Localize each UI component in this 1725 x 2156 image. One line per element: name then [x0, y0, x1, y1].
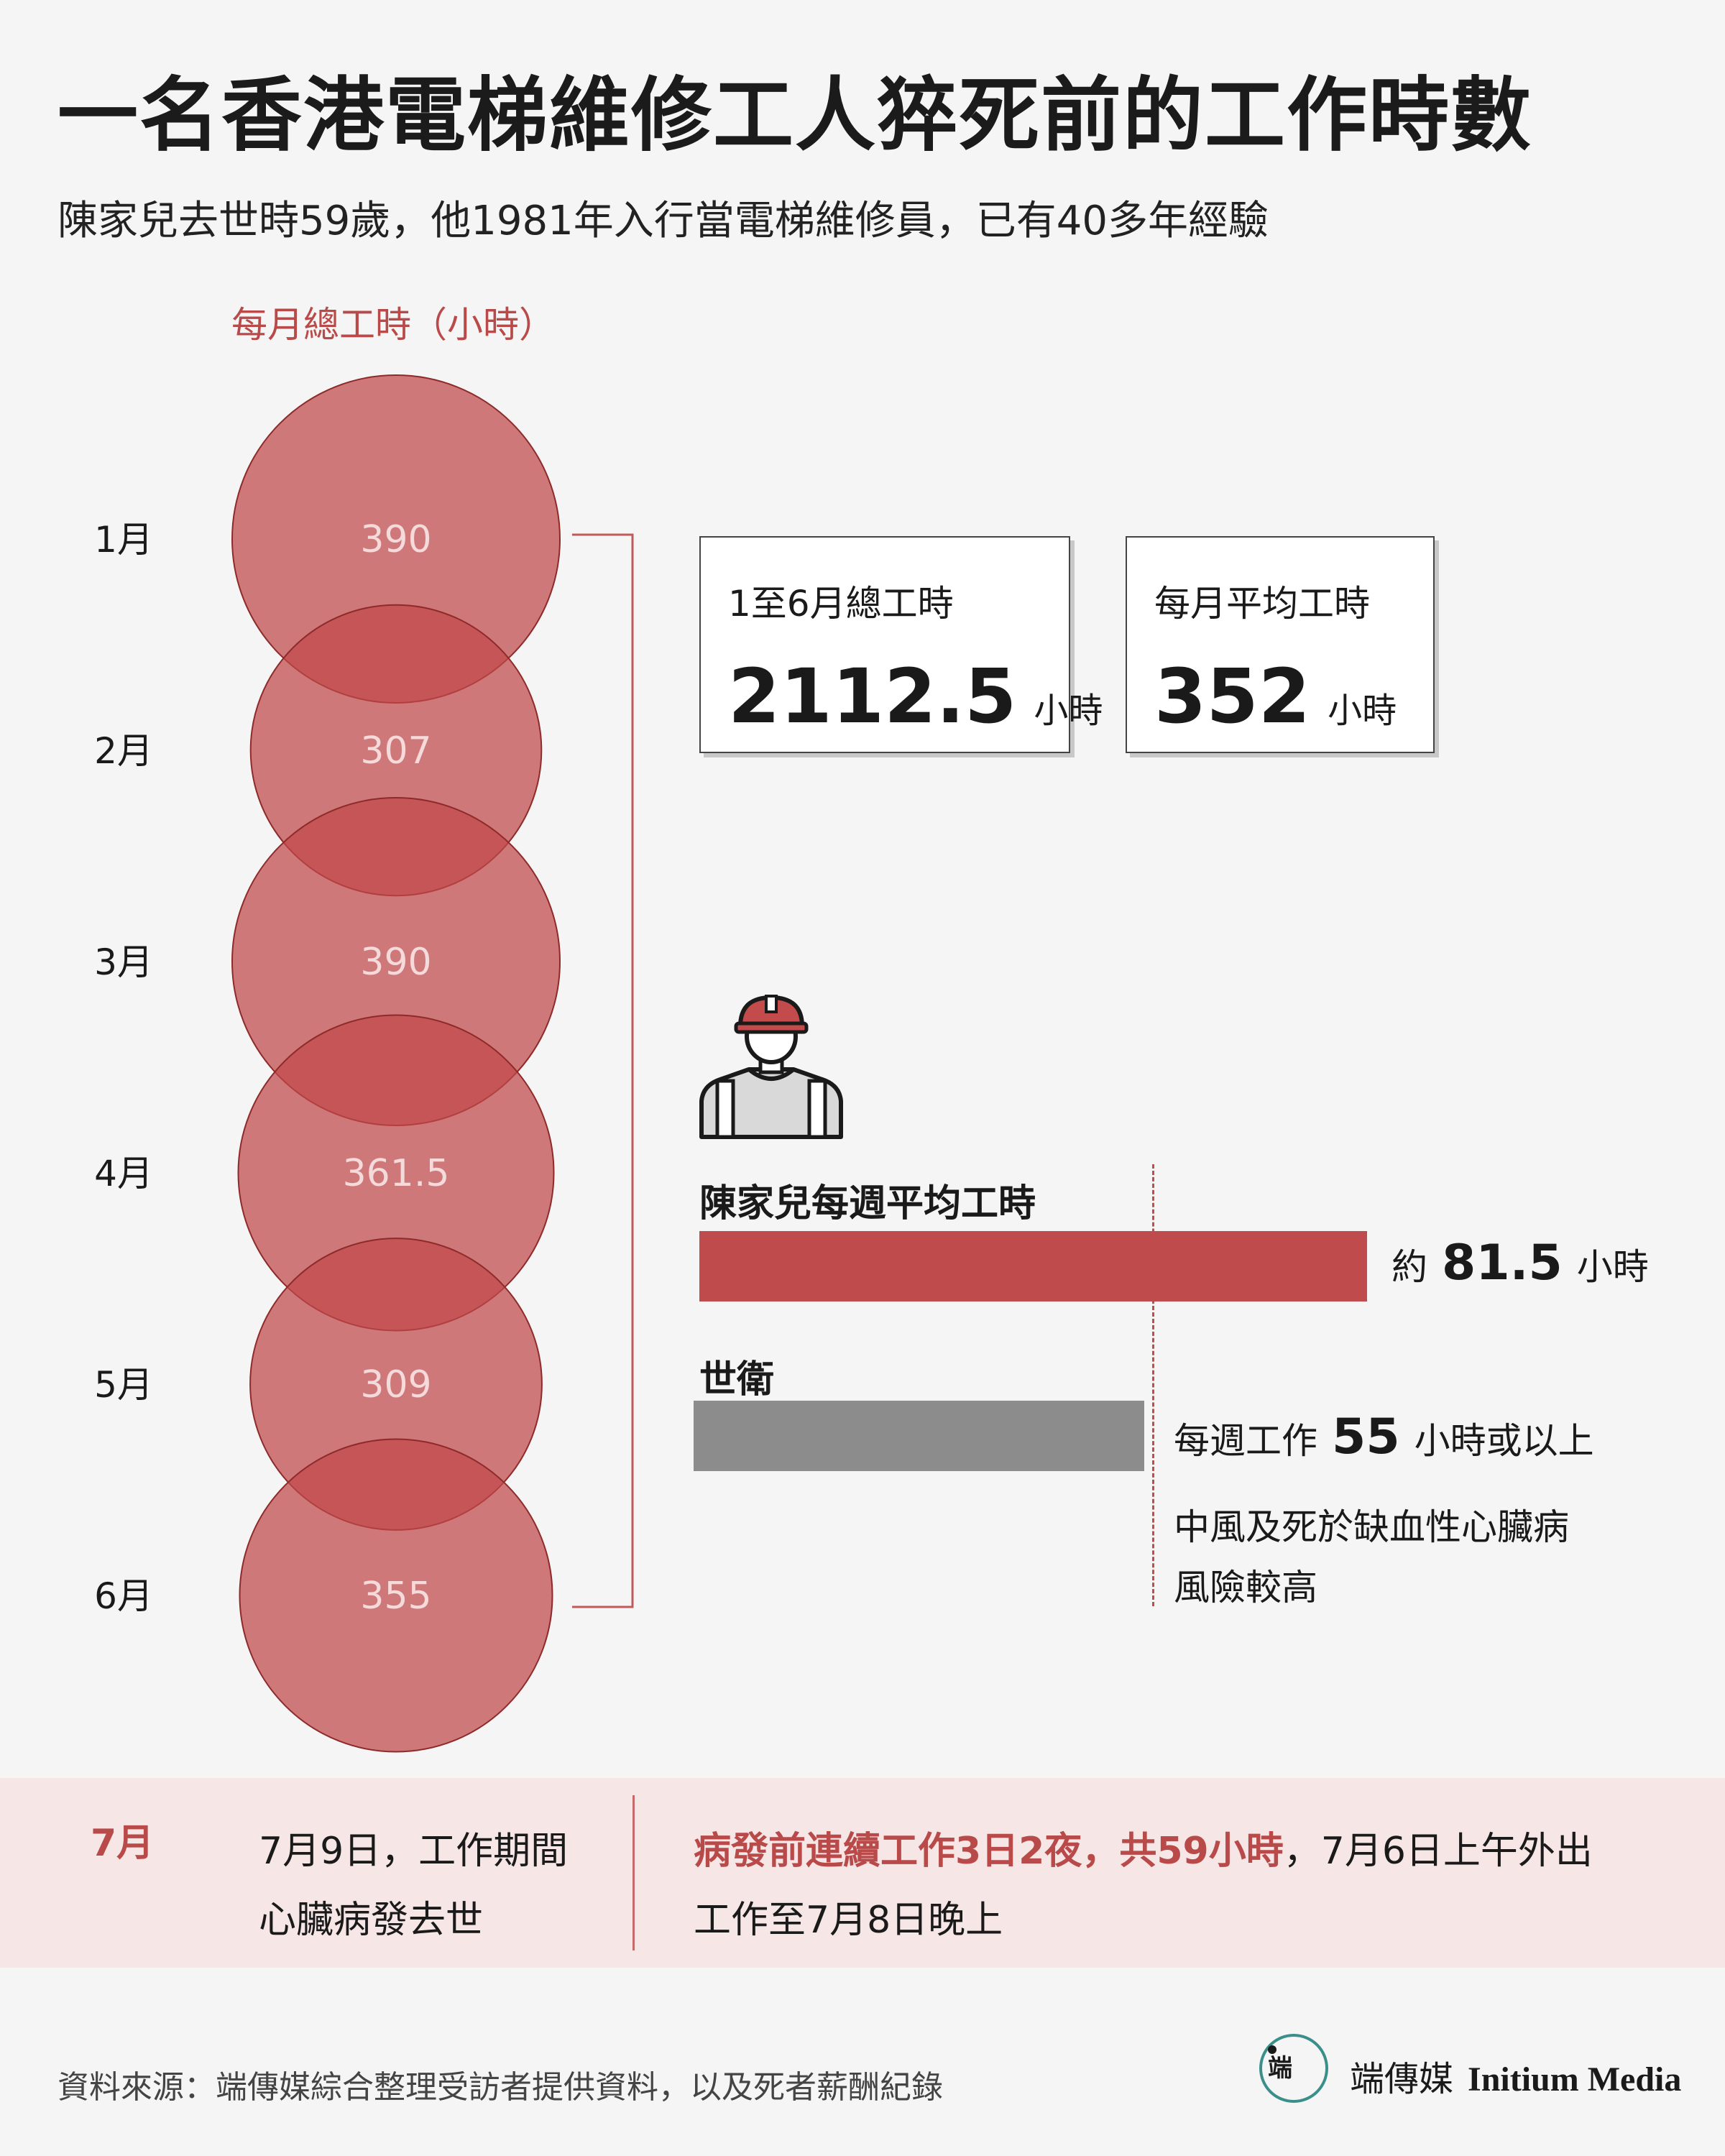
who-note-line: 風險較高	[1174, 1567, 1317, 1608]
stat-box-monthly-average: 每月平均工時 352 小時	[1126, 536, 1435, 753]
stat-value-group: 2112.5 小時	[728, 653, 1103, 740]
month-label: 6月	[94, 1575, 153, 1617]
threshold-number: 55	[1332, 1409, 1400, 1465]
logo-name-en: Initium Media	[1468, 2060, 1682, 2099]
stat-number: 2112.5	[728, 653, 1017, 740]
who-note-line: 中風及死於缺血性心臟病	[1174, 1506, 1569, 1548]
july-detail-line: 病發前連續工作3日2夜，共59小時，7月6日上午外出	[694, 1817, 1593, 1886]
month-label: 1月	[94, 519, 153, 561]
half-year-bracket	[572, 533, 634, 1608]
bubble-value-label: 390	[360, 941, 431, 984]
month-label: 3月	[94, 941, 153, 983]
bar-who-threshold	[694, 1401, 1144, 1471]
worker-bar-value: 約 81.5 小時	[1392, 1235, 1649, 1291]
bar-worker-weekly-hours	[699, 1231, 1367, 1302]
value-prefix: 約	[1392, 1246, 1427, 1288]
construction-worker-icon	[699, 995, 843, 1139]
bubble-value-label: 390	[360, 518, 431, 561]
bubble-month-6	[239, 1438, 553, 1753]
worker-bar-label: 陳家兒每週平均工時	[699, 1182, 1036, 1225]
july-detail-highlight: 病發前連續工作3日2夜，共59小時	[694, 1830, 1284, 1873]
july-month-label: 7月	[91, 1822, 155, 1865]
july-detail-line: 工作至7月8日晚上	[694, 1899, 1003, 1942]
july-event-line: 7月9日，工作期間	[259, 1830, 569, 1873]
value-number: 81.5	[1442, 1235, 1563, 1291]
value-unit: 小時	[1576, 1246, 1649, 1288]
month-label: 2月	[94, 730, 153, 772]
july-detail-rest: ，7月6日上午外出	[1283, 1830, 1593, 1873]
july-event-band	[0, 1778, 1725, 1968]
stat-value-group: 352 小時	[1154, 653, 1397, 740]
july-detail-text: 病發前連續工作3日2夜，共59小時，7月6日上午外出 工作至7月8日晚上	[694, 1817, 1593, 1955]
month-label: 5月	[94, 1364, 153, 1406]
logo-dot-icon	[1268, 2045, 1276, 2054]
bubble-value-label: 307	[360, 729, 431, 773]
threshold-suffix: 小時或以上	[1414, 1420, 1594, 1462]
stat-box-total-hours: 1至6月總工時 2112.5 小時	[699, 536, 1103, 753]
bubble-value-label: 355	[360, 1575, 431, 1618]
july-event-line: 心臟病發去世	[259, 1899, 484, 1942]
source-note: 資料來源：端傳媒綜合整理受訪者提供資料，以及死者薪酬紀錄	[58, 2069, 943, 2106]
stat-unit: 小時	[1328, 691, 1397, 731]
page-subtitle: 陳家兒去世時59歲，他1981年入行當電梯維修員，已有40多年經驗	[58, 198, 1269, 244]
who-threshold-text: 每週工作 55 小時或以上	[1174, 1409, 1594, 1465]
page-title: 一名香港電梯維修工人猝死前的工作時數	[58, 69, 1532, 162]
who-threshold-line	[1152, 1164, 1154, 1606]
stat-label: 1至6月總工時	[728, 583, 954, 625]
stat-unit: 小時	[1034, 691, 1103, 731]
logo-mark: 端	[1268, 2054, 1292, 2083]
july-event-text: 7月9日，工作期間 心臟病發去世	[259, 1817, 568, 1955]
bubble-value-label: 361.5	[343, 1152, 450, 1195]
logo-name-zh: 端傳媒	[1350, 2059, 1454, 2099]
who-risk-note: 中風及死於缺血性心臟病 風險較高	[1174, 1497, 1691, 1618]
july-divider	[632, 1795, 635, 1950]
month-label: 4月	[94, 1153, 153, 1194]
bubble-chart-title: 每月總工時（小時）	[231, 304, 555, 346]
stat-number: 352	[1154, 653, 1311, 740]
threshold-prefix: 每週工作	[1174, 1420, 1317, 1462]
stat-label: 每月平均工時	[1154, 583, 1370, 625]
who-bar-label: 世衛	[699, 1358, 775, 1401]
bubble-value-label: 309	[360, 1363, 431, 1406]
logo-wordmark: 端傳媒 Initium Media	[1350, 2050, 1681, 2101]
monthly-hours-bubble-chart: 390 1月 307 2月 390 3月 361.5 4月 309 5月 355 6月	[94, 374, 634, 1753]
